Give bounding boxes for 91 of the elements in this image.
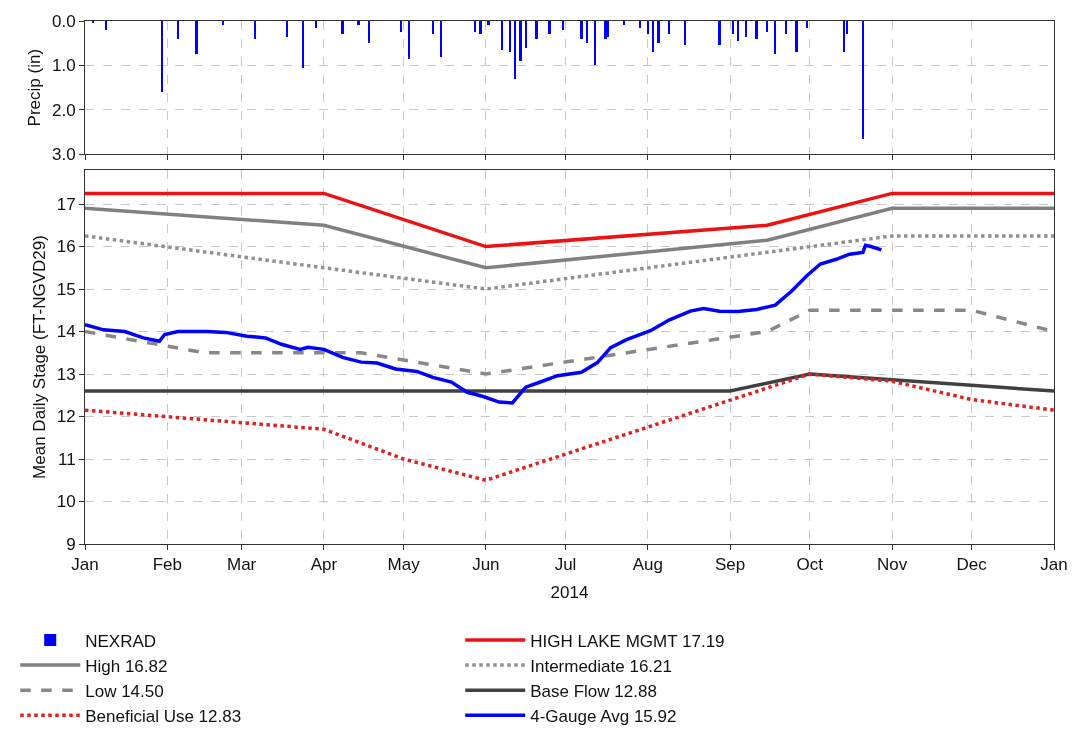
bar xyxy=(843,21,845,52)
legend-label: 4-Gauge Avg 15.92 xyxy=(530,706,677,726)
bar xyxy=(594,21,596,65)
legend-label: Base Flow 12.88 xyxy=(530,681,657,701)
y-tick-label: 12 xyxy=(56,407,76,427)
bar xyxy=(657,21,660,43)
x-tick-label: Oct xyxy=(796,555,824,575)
legend-label: HIGH LAKE MGMT 17.19 xyxy=(530,631,725,651)
bar xyxy=(795,21,798,52)
bar xyxy=(161,21,163,92)
bar xyxy=(195,21,198,54)
bar xyxy=(400,21,402,32)
bar xyxy=(586,21,588,43)
x-tick-label: Sep xyxy=(714,555,746,575)
bar xyxy=(604,21,607,39)
x-tick-label: May xyxy=(387,555,421,575)
bar xyxy=(357,21,360,25)
y-tick-label: 14 xyxy=(56,322,76,342)
bar xyxy=(732,21,734,34)
bar xyxy=(254,21,256,39)
x-tick-label: Aug xyxy=(632,555,663,575)
bar xyxy=(519,21,522,61)
bar xyxy=(774,21,776,54)
legend-label: Low 14.50 xyxy=(85,681,164,701)
bar xyxy=(562,21,564,30)
legend-label: High 16.82 xyxy=(85,656,168,676)
bar xyxy=(766,21,768,32)
bar xyxy=(440,21,442,57)
bar xyxy=(177,21,179,39)
bar xyxy=(652,21,654,52)
bar xyxy=(647,21,649,34)
legend-label: Intermediate 16.21 xyxy=(530,656,672,676)
bar xyxy=(474,21,476,32)
x-tick-label: Dec xyxy=(956,555,988,575)
bar xyxy=(755,21,758,39)
y-tick-label: 13 xyxy=(56,364,76,384)
y-tick-label: 2.0 xyxy=(51,100,76,120)
bar xyxy=(862,21,864,139)
bar xyxy=(580,21,583,39)
bar xyxy=(368,21,370,43)
y-tick-label: 17 xyxy=(56,195,76,214)
x-tick-label: Jan xyxy=(1040,555,1068,575)
line-series xyxy=(85,372,1054,482)
bar xyxy=(639,21,641,28)
y-tick-label: 16 xyxy=(56,237,76,257)
bar xyxy=(222,21,224,25)
bar xyxy=(286,21,288,37)
bar xyxy=(501,21,503,50)
bar xyxy=(479,21,482,34)
bar xyxy=(487,21,490,25)
y-tick-label: 15 xyxy=(56,279,76,299)
bar xyxy=(302,21,304,68)
x-tick-label: Apr xyxy=(310,555,338,575)
x-tick-label: Jul xyxy=(554,555,577,575)
bar xyxy=(105,21,107,30)
bar xyxy=(737,21,739,41)
bar xyxy=(514,21,516,79)
legend-label: NEXRAD xyxy=(85,631,157,651)
bar xyxy=(806,21,808,28)
bar xyxy=(408,21,410,59)
line-series xyxy=(85,243,884,405)
y-tick-label: 9 xyxy=(66,534,76,554)
x-tick-label: Jun xyxy=(472,555,500,575)
bar xyxy=(509,21,511,52)
bar xyxy=(607,21,609,37)
x-tick-label: Jan xyxy=(71,555,99,575)
y-tick-label: 3.0 xyxy=(51,145,76,165)
x-axis-title: 2014 xyxy=(550,582,589,602)
x-tick-label: Mar xyxy=(226,555,257,575)
bar xyxy=(684,21,686,45)
bar xyxy=(341,21,344,34)
bar xyxy=(548,21,551,34)
x-tick-label: Nov xyxy=(876,555,908,575)
bar xyxy=(745,21,747,37)
y-tick-label: 0.0 xyxy=(51,11,76,31)
bar xyxy=(535,21,538,39)
bar xyxy=(315,21,317,28)
bar xyxy=(668,21,670,34)
x-tick-label: Feb xyxy=(152,555,182,575)
bar xyxy=(785,21,787,34)
bar xyxy=(623,21,625,25)
y-axis-title: Precip (in) xyxy=(25,48,45,127)
y-tick-label: 11 xyxy=(57,449,76,469)
y-axis-title: Mean Daily Stage (FT-NGVD29) xyxy=(30,235,50,479)
y-tick-label: 10 xyxy=(56,492,76,512)
legend-label: Beneficial Use 12.83 xyxy=(85,706,242,726)
bar xyxy=(525,21,527,48)
bar xyxy=(432,21,434,34)
line-series xyxy=(85,206,1054,270)
y-tick-label: 1.0 xyxy=(51,56,76,76)
bar xyxy=(718,21,721,45)
